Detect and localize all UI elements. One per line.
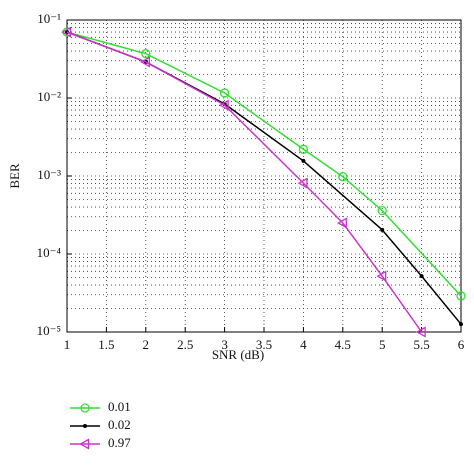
legend-label: 0.97 [108, 435, 131, 450]
x-tick-label: 4 [300, 337, 307, 352]
marker [376, 270, 387, 282]
marker [141, 49, 151, 59]
y-axis-label: BER [7, 163, 22, 189]
y-tick-label: 10⁻² [37, 89, 61, 104]
marker [456, 291, 466, 301]
marker [139, 56, 150, 68]
marker [377, 205, 387, 216]
marker [61, 26, 72, 38]
plot-frame [66, 19, 462, 333]
x-axis-label: SNR (dB) [212, 347, 264, 362]
legend-marker [80, 403, 90, 413]
marker [218, 99, 229, 111]
x-tick-label: 3.5 [256, 337, 272, 352]
y-tick-label: 10⁻⁴ [37, 245, 62, 260]
y-tick-label: 10⁻⁵ [37, 323, 61, 338]
marker [380, 227, 385, 232]
x-tick-label: 1.5 [98, 337, 114, 352]
x-tick-label: 5 [379, 337, 386, 352]
x-tick-label: 3 [221, 337, 228, 352]
marker [219, 88, 230, 98]
x-tick-label: 1 [64, 337, 71, 352]
marker [298, 144, 309, 154]
series-line [66, 31, 423, 333]
legend-label: 0.02 [108, 417, 131, 432]
marker [415, 326, 426, 338]
x-tick-label: 5.5 [413, 337, 429, 352]
x-tick-label: 6 [458, 337, 465, 352]
y-tick-label: 10⁻¹ [37, 11, 61, 26]
marker [459, 322, 463, 327]
marker [419, 274, 424, 279]
marker [301, 158, 306, 163]
legend-label: 0.01 [108, 399, 131, 414]
marker [297, 177, 308, 189]
marker [338, 172, 348, 182]
legend-marker [83, 424, 87, 428]
y-tick-label: 10⁻³ [37, 167, 61, 182]
x-tick-label: 2.5 [177, 337, 193, 352]
series-line [66, 31, 462, 297]
marker [336, 217, 347, 229]
legend-marker [79, 438, 90, 450]
x-tick-label: 4.5 [335, 337, 351, 352]
x-tick-label: 2 [143, 337, 150, 352]
